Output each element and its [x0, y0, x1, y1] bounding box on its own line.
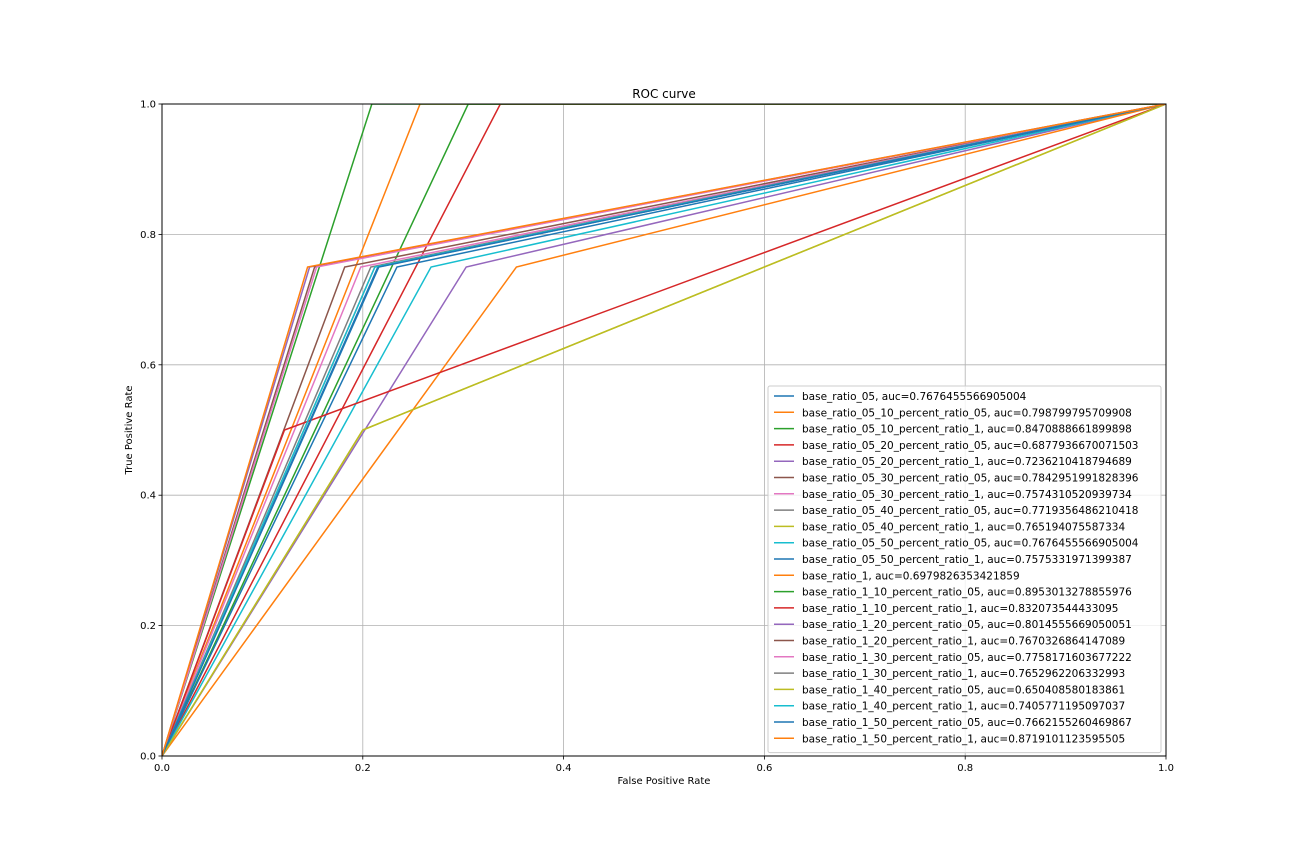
- series-line-21: [162, 104, 1166, 756]
- legend-entry: base_ratio_05_50_percent_ratio_05, auc=0…: [802, 538, 1139, 550]
- legend-entry: base_ratio_05_10_percent_ratio_1, auc=0.…: [802, 424, 1132, 436]
- chart-title: ROC curve: [632, 87, 696, 101]
- series-line-12: [162, 104, 1166, 756]
- legend-entry: base_ratio_05, auc=0.7676455566905004: [802, 391, 1027, 403]
- legend-entry: base_ratio_05_40_percent_ratio_1, auc=0.…: [802, 521, 1125, 533]
- legend-entry: base_ratio_05_40_percent_ratio_05, auc=0…: [802, 505, 1139, 517]
- legend-entry: base_ratio_05_20_percent_ratio_1, auc=0.…: [802, 456, 1132, 468]
- series-line-13: [162, 104, 1166, 756]
- x-tick-label: 0.6: [756, 763, 772, 774]
- y-tick-label: 0.2: [140, 621, 156, 632]
- legend-entry: base_ratio_05_20_percent_ratio_05, auc=0…: [802, 440, 1139, 452]
- x-tick-label: 1.0: [1158, 763, 1174, 774]
- series-line-22: [162, 104, 1166, 756]
- legend-entry: base_ratio_05_30_percent_ratio_1, auc=0.…: [802, 489, 1132, 501]
- series-line-2: [162, 104, 1166, 756]
- legend-entry: base_ratio_1_20_percent_ratio_1, auc=0.7…: [802, 636, 1125, 648]
- legend-entry: base_ratio_05_10_percent_ratio_05, auc=0…: [802, 407, 1132, 419]
- legend-entry: base_ratio_05_30_percent_ratio_05, auc=0…: [802, 473, 1139, 485]
- x-tick-label: 0.0: [154, 763, 170, 774]
- y-axis-label: True Positive Rate: [124, 385, 135, 475]
- y-tick-label: 0.8: [140, 230, 156, 241]
- series-line-5: [162, 104, 1166, 756]
- legend-entry: base_ratio_1_40_percent_ratio_05, auc=0.…: [802, 684, 1125, 696]
- legend-entry: base_ratio_05_50_percent_ratio_1, auc=0.…: [802, 554, 1132, 566]
- legend-entry: base_ratio_1_40_percent_ratio_1, auc=0.7…: [802, 701, 1125, 713]
- y-axis: 0.0 0.2 0.4 0.6 0.8 1.0: [140, 100, 162, 763]
- legend-entry: base_ratio_1, auc=0.6979826353421859: [802, 570, 1020, 582]
- legend-entry: base_ratio_1_50_percent_ratio_1, auc=0.8…: [802, 733, 1125, 745]
- legend-entry: base_ratio_1_30_percent_ratio_1, auc=0.7…: [802, 668, 1125, 680]
- y-tick-label: 0.6: [140, 360, 156, 371]
- series-layer: [162, 104, 1166, 756]
- legend-entry: base_ratio_1_50_percent_ratio_05, auc=0.…: [802, 717, 1132, 729]
- legend-entry: base_ratio_1_20_percent_ratio_05, auc=0.…: [802, 619, 1132, 631]
- y-tick-label: 1.0: [140, 100, 156, 111]
- legend: base_ratio_05, auc=0.7676455566905004 bas…: [767, 385, 1162, 754]
- y-tick-label: 0.0: [140, 752, 156, 763]
- legend-box: [767, 385, 1162, 754]
- x-tick-label: 0.8: [957, 763, 973, 774]
- legend-entry: base_ratio_1_10_percent_ratio_05, auc=0.…: [802, 587, 1132, 599]
- series-line-3: [162, 104, 1166, 756]
- plot-frame: [161, 103, 1167, 757]
- x-axis: 0.0 0.2 0.4 0.6 0.8 1.0: [154, 756, 1174, 774]
- series-line-4: [162, 104, 1166, 756]
- legend-entry: base_ratio_1_30_percent_ratio_05, auc=0.…: [802, 652, 1132, 664]
- x-tick-label: 0.4: [556, 763, 572, 774]
- series-line-14: [162, 104, 1166, 756]
- x-tick-label: 0.2: [355, 763, 371, 774]
- legend-entry: base_ratio_1_10_percent_ratio_1, auc=0.8…: [802, 603, 1118, 615]
- series-line-11: [162, 104, 1166, 756]
- series-line-19: [162, 104, 1166, 756]
- x-axis-label: False Positive Rate: [618, 776, 711, 787]
- series-line-10: [162, 104, 1166, 756]
- y-tick-label: 0.4: [140, 491, 156, 502]
